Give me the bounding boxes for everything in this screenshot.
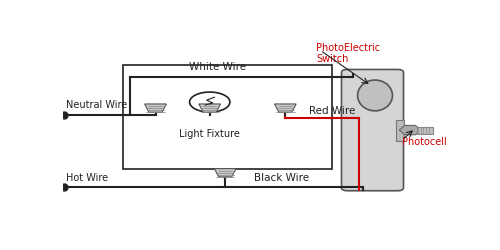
Polygon shape — [199, 104, 220, 112]
Text: Neutral Wire: Neutral Wire — [66, 100, 128, 110]
Text: Hot Wire: Hot Wire — [66, 173, 108, 183]
Ellipse shape — [358, 80, 392, 111]
Text: Photocell: Photocell — [402, 137, 446, 147]
Text: Light Fixture: Light Fixture — [180, 129, 240, 139]
Circle shape — [190, 92, 230, 112]
Bar — [396, 120, 404, 141]
Bar — [122, 65, 332, 168]
Text: Red Wire: Red Wire — [308, 106, 355, 117]
Polygon shape — [274, 104, 296, 112]
Polygon shape — [144, 104, 167, 112]
Text: Black Wire: Black Wire — [254, 173, 309, 183]
Polygon shape — [214, 168, 236, 177]
Text: White Wire: White Wire — [189, 62, 246, 72]
Text: PhotoElectric
Switch: PhotoElectric Switch — [316, 42, 380, 64]
Bar — [417, 127, 432, 134]
FancyBboxPatch shape — [342, 70, 404, 191]
